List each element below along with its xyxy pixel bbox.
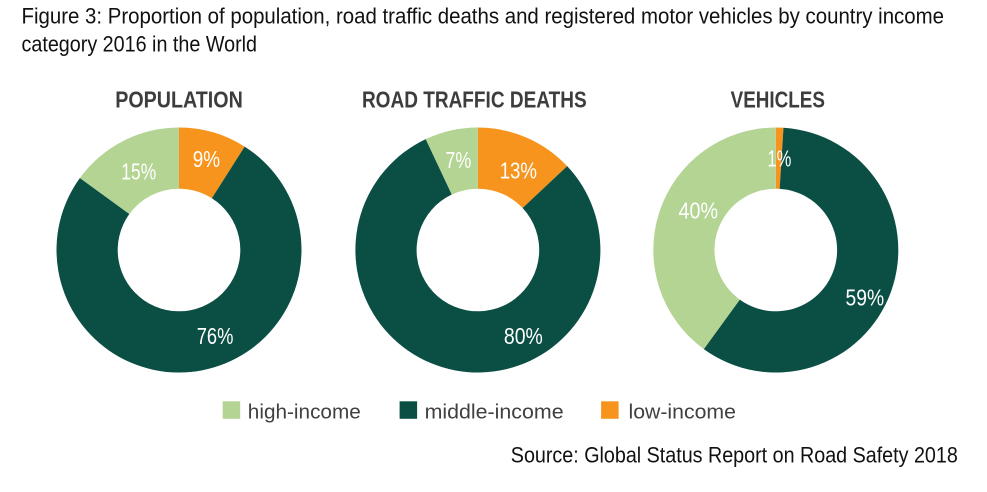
svg-text:VEHICLES: VEHICLES (731, 87, 825, 113)
svg-text:15%: 15% (121, 158, 156, 184)
svg-text:category 2016 in the World: category 2016 in the World (22, 32, 258, 57)
svg-text:low-income: low-income (629, 402, 736, 424)
svg-text:middle-income: middle-income (425, 402, 564, 424)
svg-text:Figure 3: Proportion of popula: Figure 3: Proportion of population, road… (22, 3, 945, 28)
svg-text:9%: 9% (193, 146, 220, 172)
svg-text:40%: 40% (679, 198, 719, 224)
svg-text:1%: 1% (767, 146, 791, 172)
svg-text:76%: 76% (197, 323, 234, 349)
svg-text:59%: 59% (846, 285, 885, 311)
svg-text:7%: 7% (445, 147, 471, 173)
svg-text:13%: 13% (500, 158, 537, 184)
svg-text:Source: Global Status Report o: Source: Global Status Report on Road Saf… (511, 442, 958, 467)
svg-text:80%: 80% (504, 323, 543, 349)
svg-text:ROAD TRAFFIC DEATHS: ROAD TRAFFIC DEATHS (362, 87, 587, 113)
svg-text:POPULATION: POPULATION (115, 87, 243, 113)
svg-text:high-income: high-income (248, 402, 361, 424)
